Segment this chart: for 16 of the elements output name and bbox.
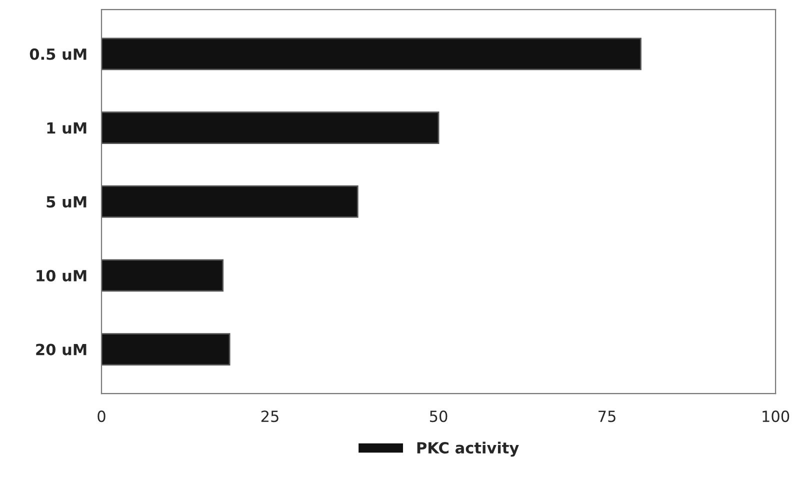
bar <box>102 112 440 144</box>
bar <box>102 259 224 292</box>
y-tick-label: 5 uM <box>46 196 86 208</box>
x-tick-label: 75 <box>598 410 616 422</box>
y-tick-label: 0.5 uM <box>30 48 86 60</box>
bar <box>102 185 358 218</box>
bar <box>102 333 230 366</box>
legend-label: PKC activity <box>417 442 519 457</box>
x-tick-label: 100 <box>762 410 790 422</box>
x-tick-label: 50 <box>430 410 448 422</box>
y-tick-label: 1 uM <box>47 122 86 134</box>
y-tick-label: 10 uM <box>36 270 86 282</box>
x-tick-label: 25 <box>261 410 278 422</box>
x-tick-label: 0 <box>98 410 106 422</box>
y-tick-label: 20 uM <box>36 344 86 356</box>
bar <box>102 38 642 70</box>
